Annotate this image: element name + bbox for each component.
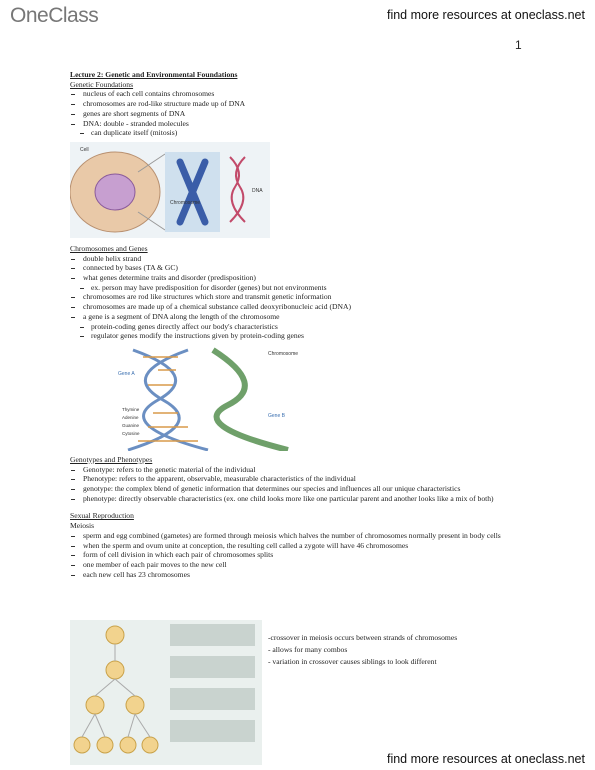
list-item: connected by bases (TA & GC): [70, 263, 542, 273]
list-item: each new cell has 23 chromosomes: [70, 570, 542, 580]
section-heading: Genetic Foundations: [70, 79, 134, 89]
figure-dna: Chromosome Gene A Gene B Thymine Adenine…: [118, 344, 318, 451]
list-item: genes are short segments of DNA: [70, 109, 542, 119]
list-item: chromosomes are made up of a chemical su…: [70, 302, 542, 312]
section: Chromosomes and Genes double helix strand…: [70, 244, 542, 341]
list-item: phenotype: directly observable character…: [70, 494, 542, 504]
figure-label: Cytosine: [122, 431, 140, 436]
header-link[interactable]: find more resources at oneclass.net: [386, 8, 585, 22]
list-item: what genes determine traits and disorder…: [70, 273, 542, 283]
section-heading: Genotypes and Phenotypes: [70, 454, 153, 464]
side-notes: -crossover in meiosis occurs between str…: [268, 632, 457, 668]
figure-cell: Cell Chromosome DNA: [70, 141, 270, 238]
side-note: - allows for many combos: [268, 645, 348, 654]
section-heading: Chromosomes and Genes: [70, 243, 148, 253]
footer-link[interactable]: find more resources at oneclass.net: [386, 752, 585, 766]
title: Lecture 2: Genetic and Environmental Fou…: [70, 70, 238, 79]
figure-label: Cell: [80, 147, 89, 153]
sub-item: ex. person may have predisposition for d…: [70, 283, 542, 293]
list-item: nucleus of each cell contains chromosome…: [70, 89, 542, 99]
sub-item: can duplicate itself (mitosis): [70, 128, 542, 138]
sub-item: regulator genes modify the instructions …: [70, 331, 542, 341]
list-item: form of cell division in which each pair…: [70, 550, 542, 560]
figure-label: Gene B: [268, 413, 286, 419]
figure-label: Gene A: [118, 371, 135, 377]
section: Sexual Reproduction Meiosis sperm and egg …: [70, 511, 542, 579]
figure-label: DNA: [252, 188, 263, 194]
figure-label: Adenine: [122, 415, 139, 420]
list-item: chromosomes are rod-like structure made …: [70, 99, 542, 109]
section-heading: Sexual Reproduction: [70, 511, 134, 521]
list-item: one member of each pair moves to the new…: [70, 560, 542, 570]
list-item: when the sperm and ovum unite at concept…: [70, 541, 542, 551]
list-item: Phenotype: refers to the apparent, obser…: [70, 474, 542, 484]
page-number: 1: [515, 38, 522, 52]
section-subheading: Meiosis: [70, 521, 95, 531]
list-item: genotype: the complex blend of genetic i…: [70, 484, 542, 494]
list-item: a gene is a segment of DNA along the len…: [70, 312, 542, 322]
side-note: -crossover in meiosis occurs between str…: [268, 633, 458, 642]
list-item: chromosomes are rod like structures whic…: [70, 292, 542, 302]
figure-label: Guanine: [122, 423, 140, 428]
figure-label: Thymine: [122, 407, 140, 412]
side-note: - variation in crossover causes siblings…: [268, 657, 437, 666]
logo: OneClass: [10, 4, 99, 27]
document: Lecture 2: Genetic and Environmental Fou…: [70, 70, 542, 579]
list-item: Genotype: refers to the genetic material…: [70, 465, 542, 475]
list-item: DNA: double - stranded molecules: [70, 119, 542, 129]
section: Genotypes and Phenotypes Genotype: refers…: [70, 455, 542, 504]
figure-label: Chromosome: [170, 200, 200, 206]
figure-meiosis: [70, 620, 262, 765]
figure-label: Chromosome: [268, 351, 298, 357]
list-item: sperm and egg combined (gametes) are for…: [70, 531, 542, 541]
sub-item: protein-coding genes directly affect our…: [70, 322, 542, 332]
section: Genetic Foundations nucleus of each cell …: [70, 80, 542, 138]
list-item: double helix strand: [70, 254, 542, 264]
